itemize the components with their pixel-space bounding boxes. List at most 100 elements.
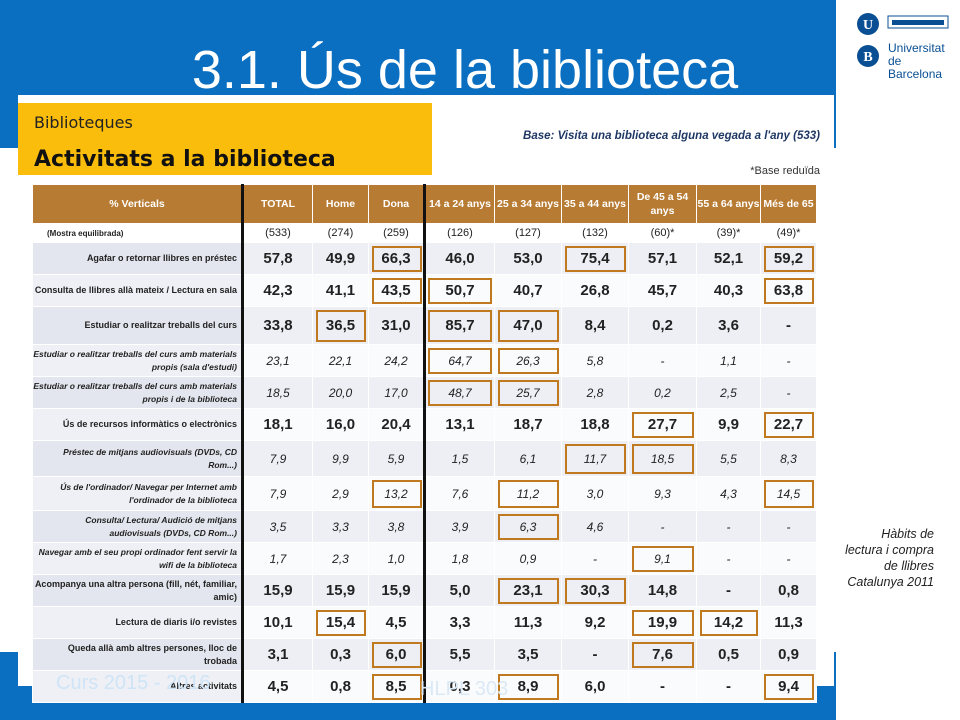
table-cell: - bbox=[561, 638, 629, 671]
base-cell: (60)* bbox=[628, 223, 697, 243]
table-cell: 53,0 bbox=[494, 242, 562, 275]
table-cell: 5,9 bbox=[368, 440, 425, 477]
table-cell: 30,3 bbox=[561, 574, 629, 607]
row-label: Lectura de diaris i/o revistes bbox=[32, 606, 243, 639]
base-cell: (274) bbox=[312, 223, 369, 243]
right-panel bbox=[836, 0, 960, 720]
table-cell: 5,0 bbox=[423, 574, 495, 607]
table-base-row: (Mostra equilibrada) (533) (274) (259) (126)… bbox=[32, 223, 817, 243]
column-header: Home bbox=[312, 184, 369, 224]
table-cell: 4,5 bbox=[368, 606, 425, 639]
heading-subtitle: Biblioteques bbox=[34, 113, 133, 132]
table-cell: 0,3 bbox=[423, 670, 495, 703]
table-cell: 6,3 bbox=[494, 510, 562, 543]
base-cell: (Mostra equilibrada) bbox=[32, 223, 243, 243]
table-cell: 0,2 bbox=[628, 376, 697, 409]
table-cell: 15,4 bbox=[312, 606, 369, 639]
base-cell: (259) bbox=[368, 223, 425, 243]
table-cell: 26,3 bbox=[494, 344, 562, 377]
row-label: Queda allà amb altres persones, lloc de … bbox=[32, 638, 243, 671]
table-cell: 6,1 bbox=[494, 440, 562, 477]
table-cell: 3,5 bbox=[241, 510, 313, 543]
column-header: 35 a 44 anys bbox=[561, 184, 629, 224]
table-cell: - bbox=[760, 510, 817, 543]
table-cell: 13,2 bbox=[368, 476, 425, 511]
table-cell: 23,1 bbox=[241, 344, 313, 377]
table-row: Préstec de mitjans audiovisuals (DVDs, C… bbox=[32, 440, 817, 477]
table-cell: 48,7 bbox=[423, 376, 495, 409]
table-cell: 50,7 bbox=[423, 274, 495, 307]
table-cell: 75,4 bbox=[561, 242, 629, 275]
table-cell: 0,9 bbox=[760, 638, 817, 671]
table-cell: - bbox=[760, 344, 817, 377]
table-cell: 23,1 bbox=[494, 574, 562, 607]
base-cell: (127) bbox=[494, 223, 562, 243]
table-cell: 8,3 bbox=[760, 440, 817, 477]
slide-title: 3.1. Ús de la biblioteca bbox=[191, 40, 739, 100]
table-cell: 1,1 bbox=[696, 344, 761, 377]
table-cell: 0,5 bbox=[696, 638, 761, 671]
table-cell: 3,6 bbox=[696, 306, 761, 345]
table-cell: 20,4 bbox=[368, 408, 425, 441]
table-cell: 1,0 bbox=[368, 542, 425, 575]
table-cell: 6,0 bbox=[561, 670, 629, 703]
embedded-slide: Biblioteques Activitats a la biblioteca … bbox=[18, 95, 834, 703]
row-label: Estudiar o realitzar treballs del curs a… bbox=[32, 376, 243, 409]
table-cell: 18,5 bbox=[628, 440, 697, 477]
table-cell: 16,0 bbox=[312, 408, 369, 441]
table-cell: 18,7 bbox=[494, 408, 562, 441]
table-cell: 42,3 bbox=[241, 274, 313, 307]
table-cell: 33,8 bbox=[241, 306, 313, 345]
table-row: Acompanya una altra persona (fill, nét, … bbox=[32, 574, 817, 607]
row-label: Navegar amb el seu propi ordinador fent … bbox=[32, 542, 243, 575]
table-cell: 0,2 bbox=[628, 306, 697, 345]
table-cell: 1,5 bbox=[423, 440, 495, 477]
table-cell: - bbox=[760, 542, 817, 575]
column-header: 55 a 64 anys bbox=[696, 184, 761, 224]
logo-letter-u: U bbox=[863, 18, 873, 33]
table-cell: 40,7 bbox=[494, 274, 562, 307]
table-cell: 15,9 bbox=[241, 574, 313, 607]
table-row: Queda allà amb altres persones, lloc de … bbox=[32, 638, 817, 671]
table-row: Ús de recursos informàtics o electrònics… bbox=[32, 408, 817, 441]
table-cell: 5,8 bbox=[561, 344, 629, 377]
table-cell: 19,9 bbox=[628, 606, 697, 639]
table-cell: 3,0 bbox=[561, 476, 629, 511]
table-cell: 27,7 bbox=[628, 408, 697, 441]
table-cell: 7,6 bbox=[628, 638, 697, 671]
table-cell: 3,9 bbox=[423, 510, 495, 543]
table-cell: - bbox=[760, 376, 817, 409]
footer-code: HLPL 303 bbox=[420, 678, 509, 700]
university-logo: U B Universitat de Barcelona bbox=[854, 12, 954, 81]
table-cell: 20,0 bbox=[312, 376, 369, 409]
table-cell: 15,9 bbox=[312, 574, 369, 607]
table-cell: - bbox=[696, 670, 761, 703]
table-cell: 52,1 bbox=[696, 242, 761, 275]
logo-letter-b: B bbox=[863, 50, 872, 65]
base-text: Base: Visita una biblioteca alguna vegad… bbox=[523, 130, 820, 142]
base-cell: (126) bbox=[423, 223, 495, 243]
table-cell: 64,7 bbox=[423, 344, 495, 377]
table-cell: 13,1 bbox=[423, 408, 495, 441]
table-header-row: % Verticals TOTAL Home Dona 14 a 24 anys 25 a… bbox=[32, 184, 817, 224]
table-cell: 10,1 bbox=[241, 606, 313, 639]
table-row: Consulta/ Lectura/ Audició de mitjans au… bbox=[32, 510, 817, 543]
table-cell: 17,0 bbox=[368, 376, 425, 409]
table-cell: 3,3 bbox=[312, 510, 369, 543]
table-cell: 2,3 bbox=[312, 542, 369, 575]
table-row: Agafar o retornar llibres en préstec 57,8… bbox=[32, 242, 817, 275]
table-cell: - bbox=[561, 542, 629, 575]
row-label: Ús de recursos informàtics o electrònics bbox=[32, 408, 243, 441]
table-cell: 66,3 bbox=[368, 242, 425, 275]
footer-course: Curs 2015 - 2016 bbox=[56, 672, 211, 694]
table-cell: 2,5 bbox=[696, 376, 761, 409]
table-cell: 14,8 bbox=[628, 574, 697, 607]
table-cell: 3,8 bbox=[368, 510, 425, 543]
table-cell: 7,6 bbox=[423, 476, 495, 511]
table-cell: 15,9 bbox=[368, 574, 425, 607]
table-cell: 5,5 bbox=[696, 440, 761, 477]
row-label: Estudiar o realitzar treballs del curs bbox=[32, 306, 243, 345]
table-row: Estudiar o realitzar treballs del curs a… bbox=[32, 344, 817, 377]
table-cell: 0,8 bbox=[312, 670, 369, 703]
row-label: Consulta/ Lectura/ Audició de mitjans au… bbox=[32, 510, 243, 543]
